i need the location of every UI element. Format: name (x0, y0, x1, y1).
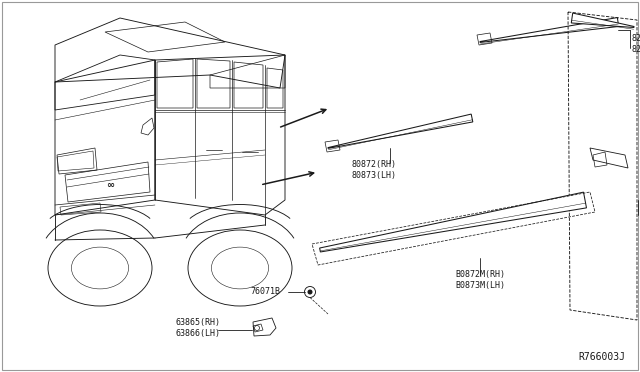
Text: 80872(RH)
80873(LH): 80872(RH) 80873(LH) (352, 160, 397, 180)
Polygon shape (328, 114, 473, 148)
Circle shape (308, 290, 312, 294)
Text: 63865(RH)
63866(LH): 63865(RH) 63866(LH) (175, 318, 220, 338)
Text: R766003J: R766003J (578, 352, 625, 362)
Text: 76071B: 76071B (250, 288, 280, 296)
Polygon shape (572, 13, 634, 28)
Text: ∞: ∞ (106, 180, 114, 190)
Text: B0872M(RH)
B0873M(LH): B0872M(RH) B0873M(LH) (455, 270, 505, 290)
Polygon shape (480, 17, 619, 42)
Text: 82872(RH)
82873(LH): 82872(RH) 82873(LH) (632, 34, 640, 54)
Polygon shape (319, 192, 586, 252)
